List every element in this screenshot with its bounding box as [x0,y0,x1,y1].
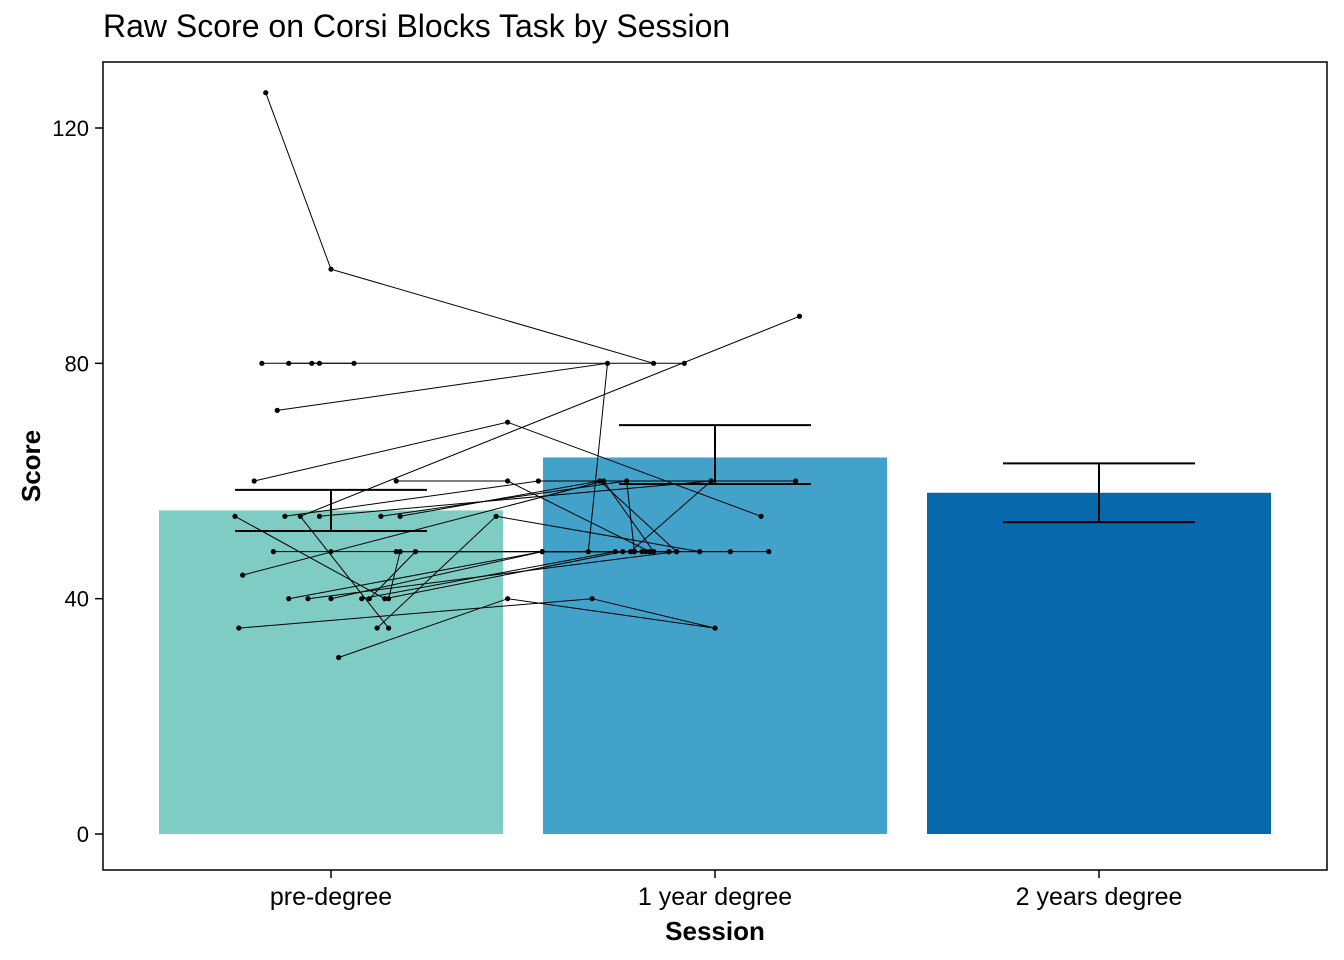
y-axis: 0 40 80 120 [52,116,103,847]
subject-point-6-1 [251,478,257,484]
y-tick-label-120: 120 [52,116,89,141]
subject-point-6-2 [505,419,511,425]
subject-point-18-2 [412,549,419,555]
subject-point-18-3 [666,549,672,555]
subject-point-7-1 [393,478,399,484]
subject-point-4-2 [316,360,323,366]
subject-line-1 [265,92,654,364]
subject-point-1-1 [263,90,269,96]
subject-point-10-1 [316,513,323,519]
bar-1-year-degree [543,457,887,834]
subject-point-20-1 [386,596,392,602]
subject-point-23-3 [697,549,703,555]
subject-point-7-3 [647,549,653,555]
subject-point-13-3 [643,549,649,555]
subject-point-9-3 [793,478,799,484]
x-axis-label: Session [665,916,765,946]
subject-point-6-3 [758,513,764,519]
x-axis: pre-degree 1 year degree 2 years degree [270,870,1183,911]
subject-point-21-2 [589,596,595,602]
subject-point-24-3 [712,625,718,631]
subject-point-15-1 [286,596,292,602]
subject-point-16-1 [359,596,365,602]
subject-point-23-1 [374,625,380,631]
subject-point-9-2 [535,478,541,484]
subject-point-3-3 [351,360,357,366]
subject-point-16-2 [612,549,618,555]
subject-point-12-2 [597,478,603,484]
y-tick-label-80: 80 [65,351,89,376]
subject-point-4-1 [259,360,265,366]
subject-point-4-3 [681,360,687,366]
subject-point-13-1 [270,549,276,555]
y-tick-label-0: 0 [77,822,89,847]
chart-title: Raw Score on Corsi Blocks Task by Sessio… [103,8,731,44]
subject-point-20-2 [397,549,403,555]
x-tick-label-3: 2 years degree [1016,883,1183,911]
subject-point-10-3 [627,549,634,555]
bar-2-years-degree [927,492,1271,834]
x-tick-label-1: pre-degree [270,883,392,911]
subject-point-5-3 [585,549,591,555]
subject-point-7-2 [505,478,511,484]
error-bars [235,424,1195,533]
subject-point-18-1 [366,596,372,602]
subject-point-10-2 [708,478,714,484]
y-axis-label: Score [16,430,46,502]
y-tick-label-40: 40 [65,587,89,612]
subject-point-17-3 [631,549,637,555]
subject-point-9-1 [282,513,288,519]
subject-point-1-2 [328,266,334,272]
subject-point-13-2 [328,549,334,555]
subject-point-22-2 [297,513,303,519]
subject-point-1-3 [650,360,657,366]
subject-point-19-2 [539,549,545,555]
x-tick-label-2: 1 year degree [638,883,792,911]
subject-point-17-2 [674,549,680,555]
subject-point-5-1 [274,407,280,413]
subject-point-21-1 [236,625,242,631]
subject-point-24-1 [336,654,342,661]
subject-point-14-2 [639,549,645,555]
subject-point-8-2 [382,596,388,602]
subject-point-8-1 [232,513,238,519]
subject-point-23-2 [493,513,499,519]
subject-point-22-1 [386,625,392,631]
subject-point-12-1 [397,513,403,519]
subject-point-20-3 [766,549,772,555]
subject-point-24-2 [505,596,511,602]
subject-point-11-2 [624,478,630,484]
subject-point-8-3 [620,549,626,555]
subject-point-11-1 [378,513,384,519]
subject-point-3-1 [286,360,292,366]
subject-point-14-1 [393,549,399,555]
subject-point-19-3 [727,549,733,555]
subject-point-5-2 [604,360,611,366]
subject-point-2-1 [240,572,246,578]
subject-point-17-1 [305,596,311,602]
subject-point-3-2 [309,360,315,366]
subject-point-22-3 [796,313,803,319]
subject-point-2-2 [601,478,607,484]
subject-points [232,90,803,661]
bars [159,457,1271,834]
subject-point-16-3 [650,549,657,555]
subject-point-19-1 [328,596,334,602]
